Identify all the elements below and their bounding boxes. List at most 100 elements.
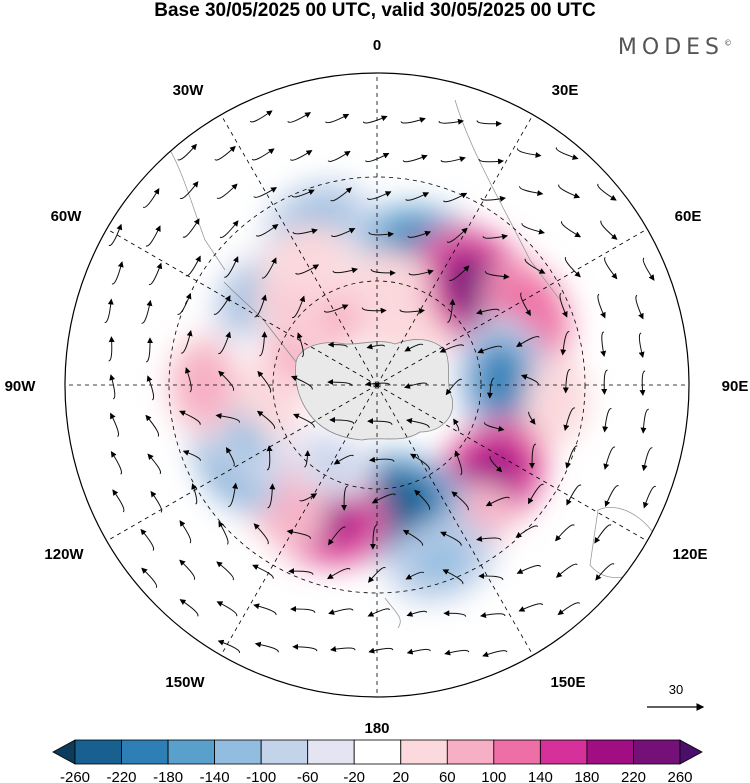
wind-arrow (213, 295, 231, 315)
wind-arrow (341, 485, 348, 511)
wind-arrow (253, 523, 269, 545)
colorbar-tick-label: -140 (200, 769, 230, 783)
wind-arrow (254, 294, 267, 318)
wind-arrow (440, 531, 462, 546)
wind-arrow (145, 337, 154, 363)
wind-arrow (520, 374, 539, 385)
wind-arrow (142, 188, 160, 208)
wind-arrow (292, 413, 315, 428)
wind-arrow (448, 265, 470, 281)
wind-arrow (150, 490, 163, 513)
wind-arrow (406, 648, 431, 655)
wind-arrow (600, 331, 607, 357)
vector-reference: 30 (647, 682, 705, 711)
graticule (65, 73, 689, 697)
colorbar-segment (446, 739, 495, 765)
wind-arrow (255, 224, 279, 237)
wind-arrow (560, 331, 570, 356)
wind-arrow (368, 647, 394, 654)
brand-mark: © (724, 38, 732, 48)
brand-text: MODES (617, 35, 724, 60)
wind-arrow (446, 227, 468, 243)
colorbar-tick-label: -60 (297, 769, 319, 783)
wind-arrow (218, 520, 229, 545)
wind-arrow (267, 483, 276, 509)
wind-arrow (256, 410, 276, 430)
wind-arrow (266, 445, 273, 471)
anomaly-contour-3-2 (475, 343, 529, 418)
colorbar-tick-label: 260 (667, 769, 692, 783)
wind-arrow (292, 643, 318, 652)
lon-label-60e: 60E (675, 208, 702, 225)
wind-arrow (148, 262, 163, 286)
modes-logo: MODES© (618, 35, 732, 60)
wind-arrow (327, 379, 353, 387)
colorbar: -260 -220 -180 -140 -100 -60 -20 20 60 100 140 180 2… (52, 739, 703, 783)
wind-arrow (400, 117, 426, 124)
wind-arrow (259, 331, 268, 357)
wind-arrow (181, 330, 193, 354)
wind-arrow (402, 154, 428, 163)
lon-label-150w: 150W (165, 674, 205, 691)
wind-arrow (439, 344, 464, 353)
wind-arrow (558, 184, 581, 199)
wind-arrow (111, 261, 124, 285)
wind-arrow (104, 298, 114, 323)
wind-arrow (404, 382, 428, 389)
wind-arrow (405, 192, 430, 201)
wind-arrow (292, 228, 318, 235)
wind-arrow (327, 341, 348, 348)
wind-arrow (482, 233, 508, 240)
wind-arrow (444, 649, 470, 656)
wind-arrow (179, 520, 192, 544)
lon-label-30w: 30W (173, 82, 205, 99)
wind-arrow (182, 218, 200, 238)
wind-arrow (145, 225, 161, 247)
wind-arrow (407, 230, 432, 238)
wind-arrow (476, 308, 500, 315)
colorbar-tick-label: -260 (60, 769, 90, 783)
lon-label-120e: 120E (672, 546, 707, 563)
wind-arrow (219, 220, 239, 238)
wind-arrow (478, 572, 504, 580)
colorbar-segment (214, 739, 262, 765)
wind-arrow (365, 380, 391, 387)
colorbar-tick-label: -100 (246, 769, 276, 783)
wind-arrow (366, 191, 392, 200)
meridian-line (376, 384, 648, 542)
lon-label-30e: 30E (552, 82, 579, 99)
wind-arrow (408, 269, 434, 276)
wind-arrow (109, 374, 116, 400)
wind-arrow (362, 115, 388, 124)
wind-arrow (529, 443, 537, 469)
anomaly-contour-19-2 (313, 297, 365, 341)
wind-arrow (485, 496, 510, 507)
wind-arrow (291, 189, 315, 198)
meridian-line (376, 228, 648, 386)
wind-arrow (564, 256, 581, 278)
map-border (64, 72, 690, 698)
wind-arrow (639, 370, 646, 396)
wind-arrow (406, 610, 428, 617)
wind-arrow (453, 418, 460, 432)
antarctic-peninsula (223, 281, 297, 363)
meridian-line (220, 384, 378, 656)
lon-label-90e: 90E (722, 378, 749, 395)
wind-arrow (367, 566, 386, 583)
meridian-line (220, 114, 378, 386)
wind-arrow (177, 292, 192, 315)
wind-arrow (528, 411, 536, 425)
wind-arrow (216, 561, 234, 581)
wind-arrow (484, 270, 510, 280)
colorbar-tick-label: 20 (392, 769, 409, 783)
wind-arrow (328, 608, 354, 615)
wind-arrow (597, 183, 617, 201)
wind-arrow (290, 605, 316, 614)
wind-arrow (445, 378, 463, 396)
wind-arrow (330, 187, 353, 202)
wind-arrow (519, 186, 544, 197)
wind-arrow (110, 451, 122, 475)
wind-arrow (594, 524, 612, 544)
wind-arrow (641, 447, 653, 472)
wind-arrow (146, 375, 155, 401)
